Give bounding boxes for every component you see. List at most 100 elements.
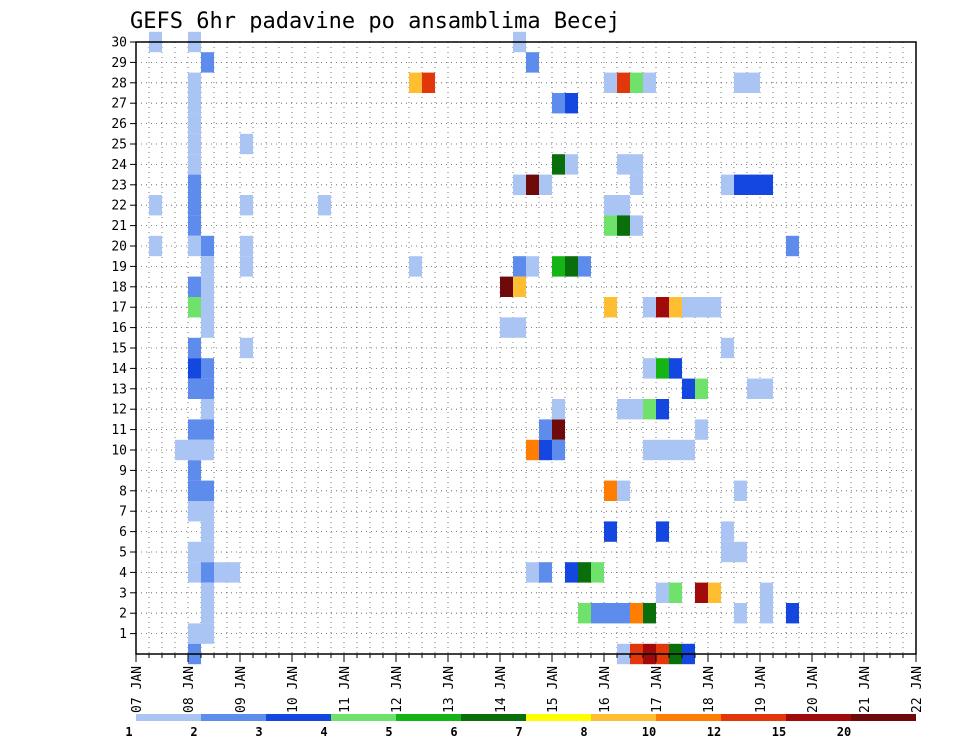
precip-cell (591, 603, 604, 624)
precip-cell (201, 623, 214, 644)
precip-cell (552, 439, 565, 461)
precip-cell (643, 72, 656, 93)
y-tick-label: 6 (119, 525, 127, 540)
precip-cell (630, 154, 643, 175)
precip-cell (201, 317, 214, 338)
x-tick-label: 18 JAN (702, 666, 717, 713)
legend-swatch (656, 714, 721, 721)
color-legend: 1 2 3 4 5 6 7 8 10 12 15 20 (125, 714, 916, 739)
precip-cell (188, 276, 201, 297)
precip-cell (617, 195, 630, 216)
precip-cell (188, 541, 201, 563)
precip-cell (539, 439, 552, 461)
precip-cell (734, 541, 747, 563)
y-tick-label: 26 (111, 117, 127, 132)
y-tick-label: 15 (111, 342, 127, 357)
precip-cell (201, 439, 214, 461)
precip-cell (669, 439, 682, 461)
precip-cell (578, 603, 591, 624)
precip-cell (201, 603, 214, 624)
x-tick-label: 12 JAN (390, 666, 405, 713)
y-tick-label: 29 (111, 56, 127, 71)
precip-cell (526, 256, 539, 277)
x-tick-label: 09 JAN (234, 666, 249, 713)
precip-cell (201, 235, 214, 257)
precip-cell (526, 562, 539, 583)
precip-cell (708, 582, 721, 603)
x-tick-label: 17 JAN (650, 666, 665, 713)
precip-cell (539, 562, 552, 583)
precip-cell (708, 297, 721, 318)
precip-cell (734, 72, 747, 93)
precip-cell (188, 113, 201, 134)
precip-cell (552, 93, 565, 114)
precip-cell (526, 52, 539, 73)
precip-cell (578, 562, 591, 583)
precip-cell (617, 603, 630, 624)
y-tick-label: 10 (111, 444, 127, 459)
precip-cell (188, 562, 201, 583)
precip-cell (552, 256, 565, 277)
precip-cell (695, 378, 708, 399)
precip-cell (734, 174, 747, 195)
x-tick-label: 21 JAN (858, 666, 873, 713)
y-tick-label: 16 (111, 321, 127, 336)
precip-cell (188, 378, 201, 399)
legend-label: 6 (450, 725, 457, 739)
precip-cell (188, 133, 201, 155)
x-tick-label: 22 JAN (910, 666, 925, 713)
y-tick-label: 5 (119, 546, 127, 561)
precip-cell (604, 297, 617, 318)
y-tick-label: 24 (111, 158, 127, 173)
precip-cell (201, 501, 214, 522)
y-tick-label: 21 (111, 219, 127, 234)
precip-cell (188, 72, 201, 93)
precip-cell (617, 72, 630, 93)
legend-swatch (331, 714, 396, 721)
legend-label: 4 (320, 725, 327, 739)
precip-cell (669, 297, 682, 318)
precip-cell (500, 317, 513, 338)
precip-cell (240, 337, 253, 359)
precip-cell (201, 52, 214, 73)
y-tick-label: 8 (119, 484, 127, 499)
precip-cell (188, 460, 201, 481)
precip-cell (643, 297, 656, 318)
y-axis-ticks: 1234567891011121314151617181920212223242… (111, 36, 136, 642)
precip-cell (656, 582, 669, 603)
precip-cell (201, 541, 214, 563)
y-tick-label: 1 (119, 627, 127, 642)
precip-cell (513, 174, 526, 195)
precip-cell (188, 195, 201, 216)
precip-cell (734, 603, 747, 624)
y-tick-label: 13 (111, 382, 127, 397)
y-tick-label: 23 (111, 178, 127, 193)
legend-label: 20 (837, 725, 851, 739)
precip-cell (188, 623, 201, 644)
precip-cell (786, 603, 799, 624)
precip-cell (409, 72, 422, 93)
precip-cell (552, 154, 565, 175)
precip-cell (630, 215, 643, 236)
precip-cell (656, 297, 669, 318)
precip-cell (721, 521, 734, 542)
y-tick-label: 19 (111, 260, 127, 275)
precip-cell (617, 480, 630, 501)
y-tick-label: 2 (119, 607, 127, 622)
precip-cell (747, 378, 760, 399)
precip-cell (240, 133, 253, 155)
precip-cell (188, 235, 201, 257)
precip-cell (682, 439, 695, 461)
precip-cell (201, 419, 214, 440)
y-tick-label: 17 (111, 301, 127, 316)
y-tick-label: 7 (119, 505, 127, 520)
precip-cell (695, 582, 708, 603)
precip-cell (240, 235, 253, 257)
precip-cell (565, 562, 578, 583)
precip-cell (513, 317, 526, 338)
precip-cell (604, 215, 617, 236)
x-tick-label: 14 JAN (494, 666, 509, 713)
precip-cell (643, 603, 656, 624)
precip-cell (188, 154, 201, 175)
y-tick-label: 4 (119, 566, 127, 581)
